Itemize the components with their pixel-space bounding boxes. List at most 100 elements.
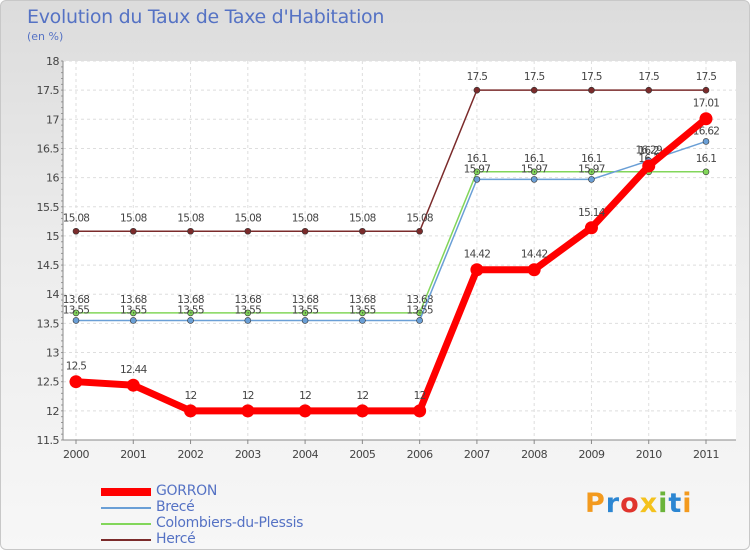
data-point-brece bbox=[530, 176, 538, 183]
data-point-herce bbox=[473, 86, 481, 94]
data-label-brece: 13.55 bbox=[292, 304, 319, 316]
data-point-herce bbox=[588, 86, 595, 94]
y-tick-label: 12.5 bbox=[37, 376, 60, 389]
data-point-brece bbox=[416, 317, 423, 324]
data-label-gorron: 16.2 bbox=[638, 145, 659, 157]
data-point-brece bbox=[244, 317, 252, 324]
y-tick-label: 15 bbox=[46, 230, 59, 243]
data-label-colombiers-du-plessis: 16.1 bbox=[696, 153, 717, 165]
data-label-gorron: 12 bbox=[299, 390, 311, 402]
data-point-gorron bbox=[298, 404, 312, 418]
data-label-herce: 17.5 bbox=[696, 71, 717, 83]
data-label-gorron: 17.01 bbox=[693, 98, 720, 110]
data-label-colombiers-du-plessis: 13.68 bbox=[292, 294, 319, 306]
x-tick-label: 2005 bbox=[349, 448, 375, 461]
y-tick-label: 17 bbox=[46, 113, 59, 126]
data-point-colombiers-du-plessis bbox=[473, 168, 481, 176]
x-tick-label: 2003 bbox=[235, 448, 261, 461]
logo-letter: x bbox=[639, 488, 659, 519]
y-tick-label: 11.5 bbox=[37, 434, 60, 447]
data-label-herce: 15.08 bbox=[120, 212, 147, 224]
data-label-gorron: 14.42 bbox=[521, 249, 548, 261]
data-label-colombiers-du-plessis: 13.68 bbox=[349, 294, 376, 306]
y-tick-label: 18 bbox=[46, 55, 59, 68]
logo-letter: i bbox=[682, 488, 693, 519]
data-point-herce bbox=[359, 227, 366, 235]
data-point-gorron bbox=[413, 404, 427, 418]
logo-letter: P bbox=[585, 488, 606, 519]
data-label-herce: 17.5 bbox=[638, 71, 659, 83]
chart-title: Evolution du Taux de Taxe d'Habitation bbox=[27, 6, 385, 28]
x-tick-label: 2007 bbox=[464, 448, 490, 461]
data-point-brece bbox=[72, 317, 80, 324]
data-point-colombiers-du-plessis bbox=[530, 168, 538, 176]
data-label-herce: 17.5 bbox=[581, 71, 602, 83]
legend-label-gorron: GORRON bbox=[156, 483, 218, 499]
data-point-brece bbox=[702, 138, 710, 145]
data-point-brece bbox=[473, 176, 481, 183]
legend-swatch-brece bbox=[101, 507, 151, 509]
data-label-gorron: 12 bbox=[356, 390, 368, 402]
y-tick-label: 15.5 bbox=[37, 201, 60, 214]
data-point-colombiers-du-plessis bbox=[359, 309, 366, 317]
series-line-brece bbox=[76, 140, 707, 322]
logo-letter: r bbox=[605, 488, 621, 519]
data-label-herce: 15.08 bbox=[349, 212, 376, 224]
data-point-colombiers-du-plessis bbox=[72, 309, 80, 317]
data-label-brece: 13.55 bbox=[235, 304, 262, 316]
y-tick-label: 12 bbox=[46, 405, 59, 418]
data-point-gorron bbox=[184, 404, 198, 418]
data-label-colombiers-du-plessis: 16.1 bbox=[524, 153, 545, 165]
data-label-gorron: 12 bbox=[414, 390, 426, 402]
data-point-colombiers-du-plessis bbox=[301, 309, 309, 317]
data-point-colombiers-du-plessis bbox=[187, 309, 194, 317]
data-label-brece: 15.97 bbox=[578, 163, 605, 175]
y-tick-label: 14.5 bbox=[37, 259, 60, 272]
data-point-brece bbox=[187, 317, 194, 324]
y-tick-label: 17.5 bbox=[37, 84, 60, 97]
data-point-herce bbox=[72, 227, 80, 235]
logo-letter: t bbox=[668, 488, 683, 519]
data-label-colombiers-du-plessis: 16.1 bbox=[581, 153, 602, 165]
data-point-gorron bbox=[470, 263, 484, 277]
data-label-colombiers-du-plessis: 13.68 bbox=[120, 294, 147, 306]
series-line-colombiers-du-plessis bbox=[76, 171, 706, 314]
y-tick-label: 14 bbox=[46, 288, 59, 301]
data-point-brece bbox=[129, 317, 137, 324]
x-tick-label: 2001 bbox=[120, 448, 146, 461]
data-point-brece bbox=[301, 317, 309, 324]
data-point-herce bbox=[244, 227, 252, 235]
data-label-gorron: 14.42 bbox=[464, 249, 491, 261]
legend-label-colombiers: Colombiers-du-Plessis bbox=[156, 515, 304, 531]
data-point-herce bbox=[301, 227, 309, 235]
data-label-gorron: 15.14 bbox=[578, 207, 606, 219]
y-tick-label: 13 bbox=[46, 347, 59, 360]
x-tick-label: 2011 bbox=[693, 448, 719, 461]
data-label-herce: 17.5 bbox=[524, 71, 545, 83]
data-point-gorron bbox=[126, 378, 140, 392]
data-point-brece bbox=[588, 176, 595, 183]
data-point-colombiers-du-plessis bbox=[588, 168, 595, 176]
data-label-herce: 15.08 bbox=[63, 212, 90, 224]
data-label-brece: 13.55 bbox=[177, 304, 204, 316]
data-point-gorron bbox=[699, 112, 713, 126]
data-point-gorron bbox=[355, 404, 369, 418]
legend-swatch-colombiers bbox=[101, 523, 151, 525]
chart-subtitle: (en %) bbox=[27, 30, 64, 43]
legend-swatch-herce bbox=[101, 539, 151, 541]
data-point-colombiers-du-plessis bbox=[244, 309, 252, 317]
data-point-colombiers-du-plessis bbox=[702, 168, 710, 176]
legend-label-brece: Brecé bbox=[156, 499, 195, 515]
y-tick-label: 16 bbox=[46, 172, 59, 185]
y-tick-label: 13.5 bbox=[37, 317, 60, 330]
data-label-herce: 17.5 bbox=[467, 71, 488, 83]
x-tick-label: 2004 bbox=[292, 448, 318, 461]
data-point-herce bbox=[702, 86, 710, 94]
x-tick-label: 2008 bbox=[521, 448, 547, 461]
x-tick-label: 2000 bbox=[63, 448, 89, 461]
data-label-colombiers-du-plessis: 13.68 bbox=[177, 294, 204, 306]
data-label-herce: 15.08 bbox=[177, 212, 204, 224]
data-point-herce bbox=[416, 227, 423, 235]
data-label-colombiers-du-plessis: 13.68 bbox=[63, 294, 90, 306]
